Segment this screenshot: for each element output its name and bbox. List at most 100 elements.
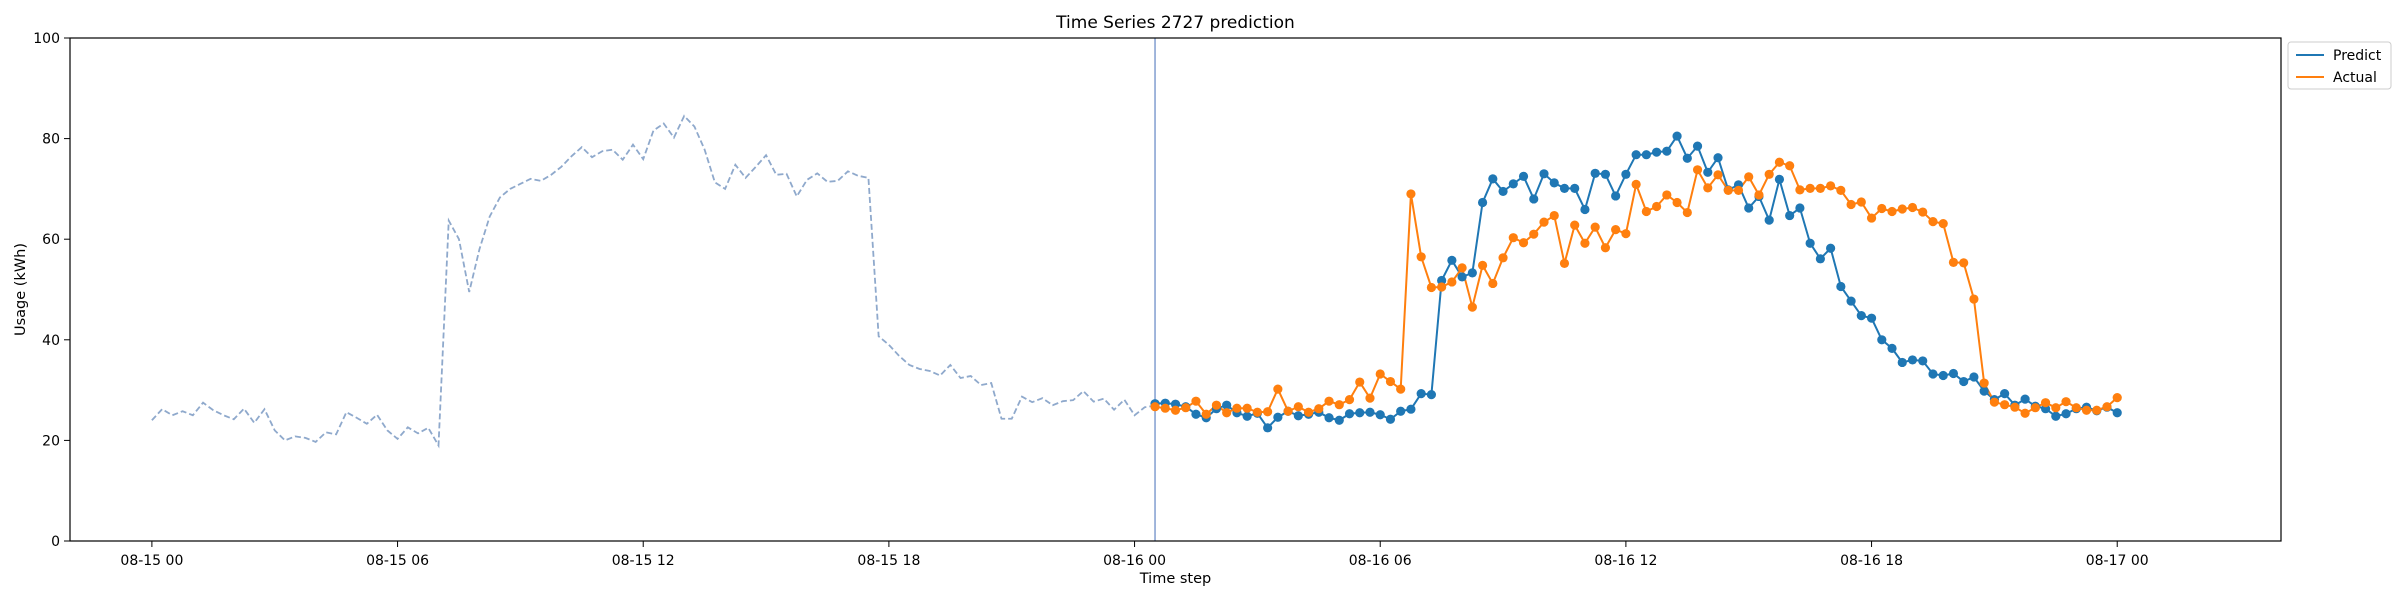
predict-point [2112,408,2122,418]
predict-point [1600,169,1611,179]
predict-point [1508,179,1518,189]
actual-point [1590,222,1600,232]
predict-point [1887,343,1897,353]
actual-point [1406,189,1416,199]
chart-title: Time Series 2727 prediction [1055,13,1295,33]
x-tick-label: 08-15 00 [120,553,183,569]
actual-point [1764,169,1774,179]
actual-point [1529,229,1539,239]
y-tick-label: 0 [51,534,60,550]
actual-point [1754,190,1764,200]
actual-point [1396,384,1406,394]
y-tick-label: 20 [42,433,60,449]
actual-point [2030,403,2040,413]
y-tick-label: 100 [33,31,60,47]
actual-point [2000,400,2010,410]
predict-point [1641,150,1651,160]
predict-point [1672,131,1682,141]
actual-point [1621,229,1631,239]
x-tick-label: 08-15 06 [366,553,429,569]
actual-point [1242,403,1252,413]
predict-point [1590,168,1600,178]
predict-point [1437,275,1447,286]
actual-point [2010,402,2020,412]
actual-point [1805,183,1815,193]
actual-point [1293,402,1303,412]
actual-point [1170,405,1181,415]
y-tick-label: 60 [42,232,60,248]
actual-point [1744,172,1754,182]
actual-point [1723,185,1733,196]
actual-point [1467,302,1477,312]
x-tick-label: 08-16 18 [1840,553,1903,569]
predict-point [2000,389,2010,399]
actual-point [1795,185,1805,195]
plot-frame [69,37,2282,542]
actual-point [1774,157,1785,167]
predict-point [1242,411,1252,421]
actual-point [1928,216,1938,227]
predict-point [1652,147,1662,157]
predict-point [1334,415,1344,425]
predict-point [1467,268,1477,278]
actual-point [1672,197,1682,208]
predict-point [1938,370,1948,381]
predict-point [1355,408,1365,418]
predict-point [1529,194,1539,204]
actual-point [1150,402,1160,412]
predict-point [1477,197,1488,208]
actual-point [1559,258,1570,268]
actual-point [1938,219,1948,229]
predict-point [1580,204,1590,215]
actual-point [1611,225,1621,235]
actual-point [1907,202,1918,213]
predict-point [1611,191,1621,201]
x-tick-label: 08-16 06 [1349,553,1412,569]
predict-series-points [1150,131,2122,433]
x-tick-label: 08-16 00 [1103,553,1166,569]
actual-point [1488,278,1498,289]
predict-point [1273,412,1283,422]
predict-point [1815,254,1825,264]
predict-point [1222,400,1232,410]
actual-point [1385,376,1396,387]
actual-point [1703,183,1713,193]
predict-point [1785,210,1795,221]
predict-point [1396,406,1406,416]
legend-actual-label: Actual [2333,70,2377,86]
actual-point [1273,384,1283,394]
predict-point [1846,296,1856,306]
predict-point [2061,409,2071,419]
predict-point [1856,311,1866,321]
actual-point [1539,217,1549,227]
predict-point [1621,169,1631,179]
predict-point [1457,272,1467,282]
predict-point [1662,146,1672,156]
y-axis-label: Usage (kWh) [13,243,29,336]
predict-point [1764,215,1774,225]
actual-point [1897,204,1907,214]
predict-point [1191,409,1201,419]
predict-point [1907,355,1918,365]
x-tick-label: 08-16 12 [1594,553,1657,569]
predict-point [1559,183,1570,193]
actual-point [1979,378,1989,388]
actual-point [2092,405,2102,415]
actual-point [1283,406,1293,416]
predict-point [1293,411,1303,421]
history-series-line [151,114,1156,449]
actual-point [1416,252,1426,262]
actual-point [1641,206,1651,217]
actual-point [1211,400,1222,410]
predict-point [1744,203,1754,213]
actual-point [1498,253,1508,263]
actual-point [1477,260,1488,270]
x-axis-label: Time step [1139,571,1211,587]
actual-point [1447,277,1457,287]
actual-point [1334,400,1344,410]
actual-point [1457,263,1467,273]
legend-predict-label: Predict [2333,48,2382,64]
x-tick-label: 08-15 18 [857,553,920,569]
actual-point [1969,294,1979,304]
